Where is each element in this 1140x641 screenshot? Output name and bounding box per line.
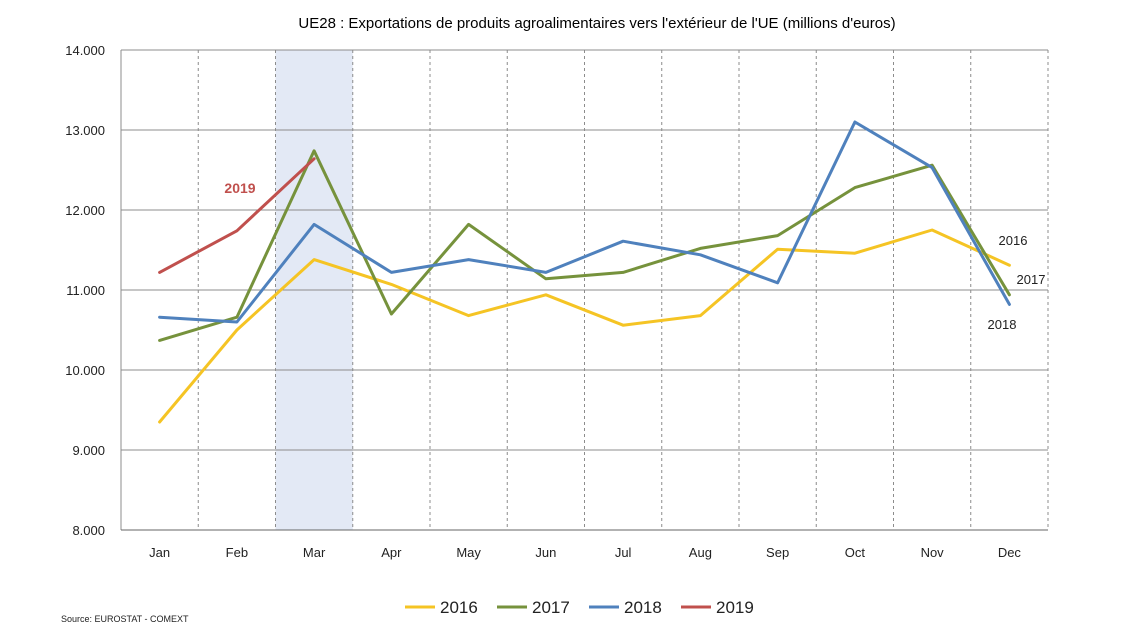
data-point-2018 — [1008, 303, 1011, 306]
data-point-2016 — [622, 324, 625, 327]
y-tick-label: 9.000 — [72, 443, 105, 458]
y-tick-label: 10.000 — [65, 363, 105, 378]
x-tick-label: Jan — [149, 545, 170, 560]
data-point-2016 — [544, 293, 547, 296]
series-annotation-2016: 2016 — [999, 233, 1028, 248]
x-tick-label: Sep — [766, 545, 789, 560]
data-point-2016 — [776, 248, 779, 251]
data-point-2016 — [931, 229, 934, 232]
y-tick-label: 13.000 — [65, 123, 105, 138]
data-point-2019 — [313, 157, 316, 160]
x-tick-label: Dec — [998, 545, 1022, 560]
legend-label-2016: 2016 — [440, 598, 478, 617]
data-point-2018 — [544, 271, 547, 274]
data-point-2019 — [235, 229, 238, 232]
chart-title: UE28 : Exportations de produits agroalim… — [298, 15, 895, 32]
data-point-2018 — [853, 121, 856, 124]
legend-label-2018: 2018 — [624, 598, 662, 617]
data-point-2017 — [853, 186, 856, 189]
data-point-2017 — [776, 234, 779, 237]
data-point-2017 — [390, 313, 393, 316]
data-point-2018 — [158, 316, 161, 319]
series-annotation-2017: 2017 — [1017, 272, 1046, 287]
data-point-2018 — [235, 321, 238, 324]
data-point-2018 — [313, 223, 316, 226]
data-point-2018 — [699, 253, 702, 256]
data-point-2017 — [544, 277, 547, 280]
data-point-2016 — [390, 283, 393, 286]
data-point-2016 — [235, 329, 238, 332]
series-annotation-2019: 2019 — [224, 180, 255, 196]
x-tick-label: Oct — [845, 545, 866, 560]
x-tick-label: May — [456, 545, 481, 560]
x-tick-label: Apr — [381, 545, 402, 560]
data-point-2018 — [776, 281, 779, 284]
data-point-2018 — [931, 166, 934, 169]
data-point-2017 — [313, 149, 316, 152]
series-line-2016 — [158, 228, 1011, 424]
x-tick-label: Mar — [303, 545, 326, 560]
data-point-2016 — [853, 252, 856, 255]
data-point-2017 — [699, 247, 702, 250]
series-annotation-2018: 2018 — [988, 317, 1017, 332]
data-point-2017 — [467, 223, 470, 226]
y-tick-label: 8.000 — [72, 523, 105, 538]
data-point-2018 — [467, 258, 470, 261]
data-point-2017 — [1008, 293, 1011, 296]
x-tick-label: Feb — [226, 545, 248, 560]
data-point-2016 — [467, 314, 470, 317]
source-note: Source: EUROSTAT - COMEXT — [61, 614, 189, 624]
series-line-2017 — [158, 149, 1011, 342]
series-line-2019 — [158, 157, 316, 274]
data-point-2016 — [158, 421, 161, 424]
data-point-2016 — [699, 314, 702, 317]
plot-area: 8.000 9.000 10.000 11.000 12.000 13.000 14.000… — [65, 43, 1049, 560]
data-point-2016 — [313, 258, 316, 261]
data-point-2019 — [158, 271, 161, 274]
data-point-2018 — [622, 240, 625, 243]
data-point-2017 — [622, 271, 625, 274]
legend: 2016 2017 2018 2019 — [405, 598, 754, 617]
x-tick-label: Jun — [535, 545, 556, 560]
y-tick-label: 11.000 — [66, 283, 105, 298]
x-tick-label: Jul — [615, 545, 632, 560]
data-point-2017 — [158, 339, 161, 342]
y-tick-label: 14.000 — [65, 43, 105, 58]
series-line-2018 — [158, 120, 1011, 324]
x-tick-label: Aug — [689, 545, 712, 560]
x-tick-label: Nov — [921, 545, 945, 560]
data-point-2017 — [235, 316, 238, 319]
legend-label-2019: 2019 — [716, 598, 754, 617]
y-tick-label: 12.000 — [65, 203, 105, 218]
data-point-2018 — [390, 271, 393, 274]
legend-label-2017: 2017 — [532, 598, 570, 617]
data-point-2016 — [1008, 264, 1011, 267]
